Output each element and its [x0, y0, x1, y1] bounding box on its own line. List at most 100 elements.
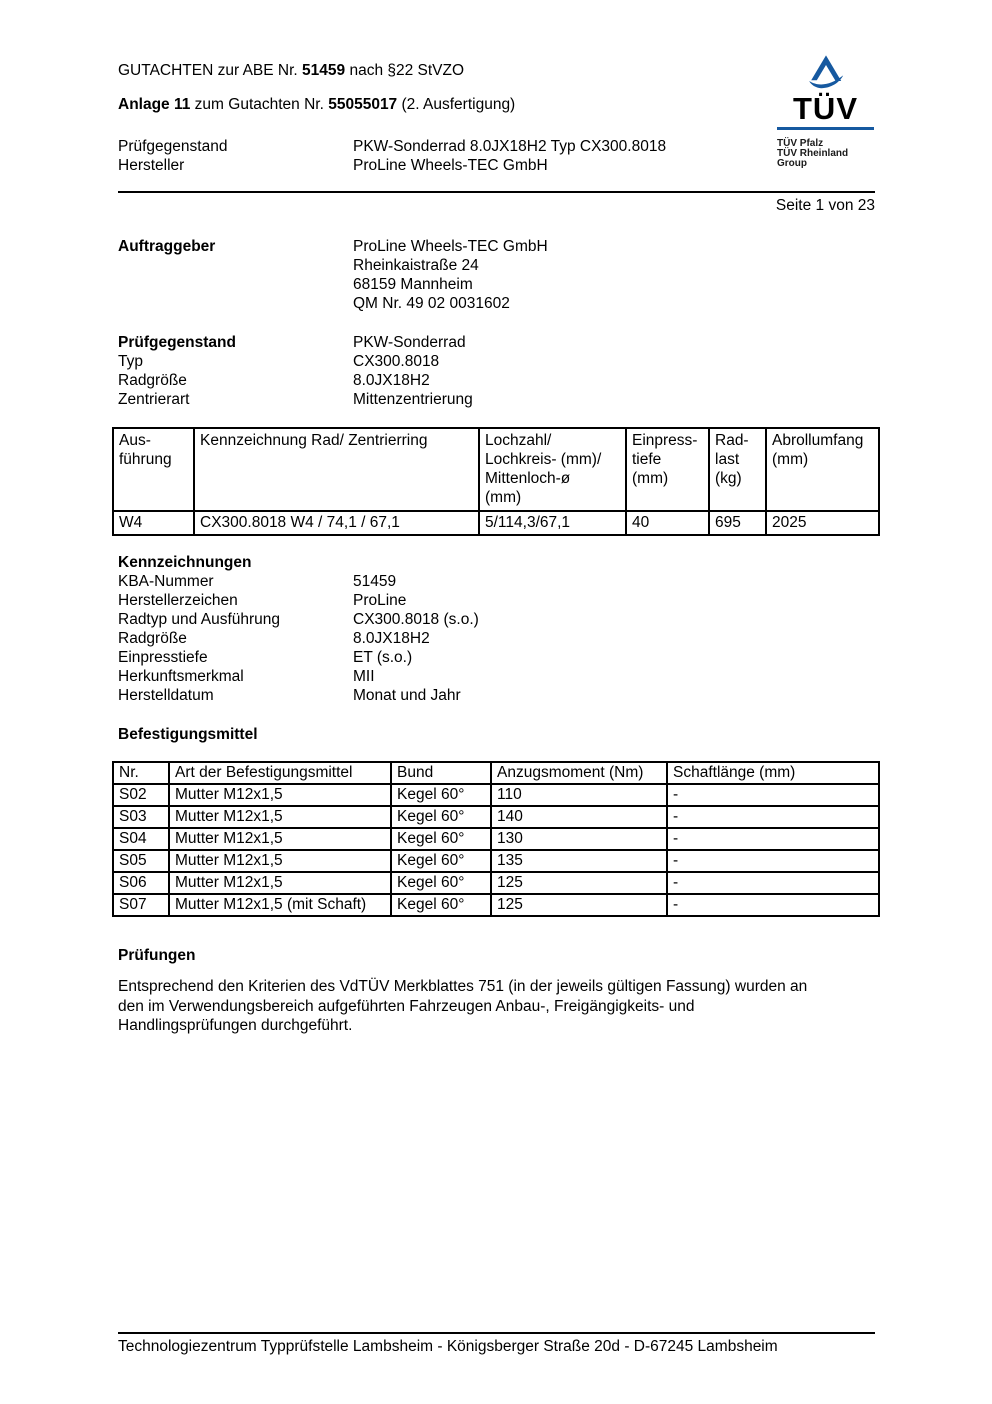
cell-nr: S05: [112, 849, 170, 873]
cell-art: Mutter M12x1,5: [168, 849, 392, 873]
cell-art: Mutter M12x1,5: [168, 871, 392, 895]
typ-label: Typ: [118, 353, 143, 370]
typ-value: CX300.8018: [353, 353, 440, 370]
page-number: Seite 1 von 23: [775, 197, 875, 214]
header-meta-row: Hersteller ProLine Wheels-TEC GmbH: [118, 156, 875, 175]
einpresstiefe-value: ET (s.o.): [353, 649, 413, 666]
cell-art: Mutter M12x1,5: [168, 805, 392, 829]
cell-bund: Kegel 60°: [390, 871, 492, 895]
tuev-wordmark: TÜV: [793, 91, 858, 126]
cell-nr: S04: [112, 827, 170, 851]
cell-schaftlaenge: -: [666, 849, 880, 873]
test-object-row: Prüfgegenstand PKW-Sonderrad: [118, 333, 875, 352]
fastener-row: S02 Mutter M12x1,5 Kegel 60° 110 -: [112, 783, 880, 807]
cell-bund: Kegel 60°: [390, 893, 492, 917]
header-meta-row: Prüfgegenstand PKW-Sonderrad 8.0JX18H2 T…: [118, 137, 875, 156]
gutachten-title-post: nach §22 StVZO: [345, 62, 465, 79]
anlage-number: Anlage 11: [118, 96, 191, 113]
cell-radlast: 695: [708, 510, 767, 536]
herkunftsmerkmal-value: MII: [353, 668, 375, 685]
radtyp-label: Radtyp und Ausführung: [118, 611, 281, 628]
kba-label: KBA-Nummer: [118, 573, 214, 590]
test-object-block: Prüfgegenstand PKW-Sonderrad Typ CX300.8…: [118, 333, 875, 409]
cell-art: Mutter M12x1,5: [168, 827, 392, 851]
anlage-mid: zum Gutachten Nr.: [190, 96, 329, 113]
cell-art: Mutter M12x1,5 (mit Schaft): [168, 893, 392, 917]
cell-anzugsmoment: 140: [490, 805, 668, 829]
cell-bund: Kegel 60°: [390, 827, 492, 851]
cell-bund: Kegel 60°: [390, 849, 492, 873]
meta-label-pruefgegenstand: Prüfgegenstand: [118, 138, 228, 155]
cell-abrollumfang: 2025: [765, 510, 880, 536]
test-object-row: Radgröße 8.0JX18H2: [118, 371, 875, 390]
header-divider: [118, 191, 875, 193]
herstelldatum-label: Herstelldatum: [118, 687, 214, 704]
wheel-table-row: W4 CX300.8018 W4 / 74,1 / 67,1 5/114,3/6…: [112, 510, 880, 536]
meta-value-hersteller: ProLine Wheels-TEC GmbH: [353, 157, 548, 174]
wheel-spec-table: Aus- führung Kennzeichnung Rad/ Zentrier…: [112, 427, 880, 536]
cell-nr: S02: [112, 783, 170, 807]
test-object-row: Zentrierart Mittenzentrierung: [118, 390, 875, 409]
cell-nr: S06: [112, 871, 170, 895]
radgroesse-value: 8.0JX18H2: [353, 372, 430, 389]
col-schaftlaenge: Schaftlänge (mm): [666, 761, 880, 785]
markings-block: KBA-Nummer 51459 Herstellerzeichen ProLi…: [118, 572, 875, 705]
col-einpresstiefe: Einpress- tiefe (mm): [625, 427, 710, 512]
herstelldatum-value: Monat und Jahr: [353, 687, 461, 704]
col-art: Art der Befestigungsmittel: [168, 761, 392, 785]
test-object-row: Typ CX300.8018: [118, 352, 875, 371]
cell-schaftlaenge: -: [666, 805, 880, 829]
marking-row: Herstellerzeichen ProLine: [118, 591, 875, 610]
marking-row: Herkunftsmerkmal MII: [118, 667, 875, 686]
col-kennzeichnung: Kennzeichnung Rad/ Zentrierring: [193, 427, 480, 512]
fastener-row: S07 Mutter M12x1,5 (mit Schaft) Kegel 60…: [112, 893, 880, 917]
einpresstiefe-label: Einpresstiefe: [118, 649, 208, 666]
cell-schaftlaenge: -: [666, 871, 880, 895]
fastener-row: S03 Mutter M12x1,5 Kegel 60° 140 -: [112, 805, 880, 829]
cell-nr: S07: [112, 893, 170, 917]
marking-row: Einpresstiefe ET (s.o.): [118, 648, 875, 667]
meta-label-hersteller: Hersteller: [118, 157, 185, 174]
cell-anzugsmoment: 110: [490, 783, 668, 807]
fasteners-title: Befestigungsmittel: [118, 726, 258, 743]
col-ausfuehrung: Aus- führung: [112, 427, 195, 512]
marking-row: Radtyp und Ausführung CX300.8018 (s.o.): [118, 610, 875, 629]
cell-bund: Kegel 60°: [390, 783, 492, 807]
marking-row: Radgröße 8.0JX18H2: [118, 629, 875, 648]
col-bund: Bund: [390, 761, 492, 785]
cell-anzugsmoment: 125: [490, 871, 668, 895]
gutachten-number: 55055017: [328, 96, 398, 113]
anlage-post: (2. Ausfertigung): [397, 96, 516, 113]
logo-blue-rule: [777, 127, 874, 130]
radgroesse2-label: Radgröße: [118, 630, 187, 647]
cell-anzugsmoment: 125: [490, 893, 668, 917]
herstellerzeichen-value: ProLine: [353, 592, 407, 609]
radgroesse2-value: 8.0JX18H2: [353, 630, 430, 647]
fasteners-table: Nr. Art der Befestigungsmittel Bund Anzu…: [112, 761, 880, 917]
abe-number: 51459: [302, 62, 346, 79]
fasteners-header-row: Nr. Art der Befestigungsmittel Bund Anzu…: [112, 761, 880, 785]
col-abrollumfang: Abrollumfang (mm): [765, 427, 880, 512]
herstellerzeichen-label: Herstellerzeichen: [118, 592, 238, 609]
zentrierart-value: Mittenzentrierung: [353, 391, 473, 408]
marking-row: Herstelldatum Monat und Jahr: [118, 686, 875, 705]
radtyp-value: CX300.8018 (s.o.): [353, 611, 479, 628]
cell-art: Mutter M12x1,5: [168, 783, 392, 807]
cell-anzugsmoment: 135: [490, 849, 668, 873]
tests-title: Prüfungen: [118, 947, 196, 964]
footer: Technologiezentrum Typprüfstelle Lambshe…: [118, 1332, 875, 1356]
logo-subtitle-2: TÜV Rheinland Group: [777, 148, 849, 169]
fastener-row: S06 Mutter M12x1,5 Kegel 60° 125 -: [112, 871, 880, 895]
anlage-line: Anlage 11 zum Gutachten Nr. 55055017 (2.…: [118, 96, 875, 114]
kba-value: 51459: [353, 573, 397, 590]
zentrierart-label: Zentrierart: [118, 391, 190, 408]
tuev-triangle-icon: [808, 55, 843, 89]
tests-paragraph: Entsprechend den Kriterien des VdTÜV Mer…: [118, 978, 808, 1034]
col-nr: Nr.: [112, 761, 170, 785]
marking-row: KBA-Nummer 51459: [118, 572, 875, 591]
fastener-row: S04 Mutter M12x1,5 Kegel 60° 130 -: [112, 827, 880, 851]
col-lochzahl: Lochzahl/ Lochkreis- (mm)/ Mittenloch-ø …: [478, 427, 627, 512]
radgroesse-label: Radgröße: [118, 372, 187, 389]
tuev-logo: TÜV TÜV Pfalz TÜV Rheinland Group: [777, 54, 874, 169]
fastener-row: S05 Mutter M12x1,5 Kegel 60° 135 -: [112, 849, 880, 873]
